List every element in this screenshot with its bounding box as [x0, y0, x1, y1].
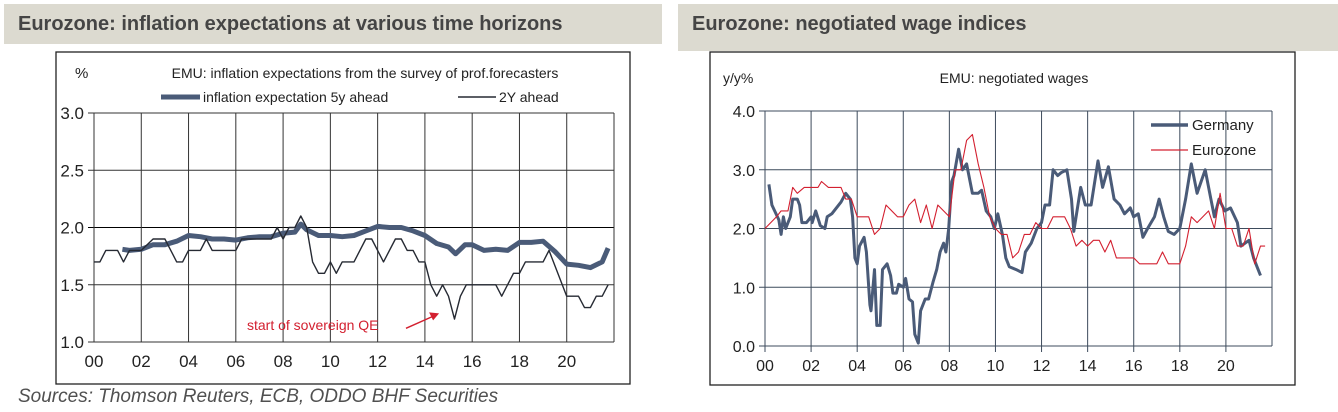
x-tick-label: 02 — [802, 358, 820, 375]
y-tick-label: 0.0 — [733, 339, 755, 356]
right-chart-title: EMU: negotiated wages — [940, 70, 1089, 86]
left-y-unit: % — [75, 65, 88, 82]
x-tick-label: 08 — [940, 358, 958, 375]
right-chart-frame — [709, 51, 1296, 386]
x-tick-label: 06 — [894, 358, 912, 375]
x-tick-label: 20 — [557, 352, 576, 371]
y-tick-label: 1.5 — [60, 276, 84, 295]
legend-label-germany: Germany — [1192, 117, 1254, 134]
right-y-unit: y/y% — [723, 70, 753, 86]
x-tick-label: 20 — [1217, 358, 1235, 375]
x-tick-label: 04 — [179, 352, 198, 371]
y-tick-label: 3.0 — [733, 163, 755, 180]
y-tick-label: 2.0 — [733, 222, 755, 239]
qe-arrow-shaft — [405, 314, 436, 329]
x-tick-label: 10 — [321, 352, 340, 371]
x-tick-label: 14 — [1079, 358, 1097, 375]
negotiated-wages-chart: 0.0 1.0 2.0 3.0 4.0 00 02 04 06 08 10 12 14 16 18 20 — [733, 104, 1273, 375]
qe-arrow-head — [429, 312, 440, 321]
series-line-germany — [767, 147, 1262, 345]
x-tick-label: 10 — [987, 358, 1005, 375]
legend-label-eurozone: Eurozone — [1192, 142, 1256, 159]
left-panel-title: Eurozone: inflation expectations at vari… — [4, 4, 662, 44]
inflation-expectations-chart: 1.0 1.5 2.0 2.5 3.0 00 02 04 06 08 10 12 14 16 18 20 — [60, 104, 615, 371]
series-line-2y-ahead — [94, 215, 609, 320]
y-tick-label: 1.0 — [60, 333, 84, 352]
x-tick-label: 00 — [85, 352, 104, 371]
x-tick-label: 00 — [756, 358, 774, 375]
y-tick-label: 4.0 — [733, 104, 755, 121]
x-tick-label: 12 — [368, 352, 387, 371]
sources-note: Sources: Thomson Reuters, ECB, ODDO BHF … — [18, 386, 499, 407]
x-tick-label: 18 — [510, 352, 529, 371]
x-tick-label: 18 — [1171, 358, 1189, 375]
x-tick-label: 12 — [1033, 358, 1051, 375]
x-tick-label: 08 — [274, 352, 293, 371]
x-tick-label: 06 — [226, 352, 245, 371]
y-tick-label: 3.0 — [60, 104, 84, 123]
left-chart-title: EMU: inflation expectations from the sur… — [172, 65, 559, 81]
y-tick-label: 1.0 — [733, 280, 755, 297]
qe-annotation: start of sovereign QE — [247, 317, 379, 333]
x-tick-label: 16 — [463, 352, 482, 371]
y-tick-label: 2.5 — [60, 161, 84, 180]
x-tick-label: 14 — [415, 352, 434, 371]
x-tick-label: 02 — [132, 352, 151, 371]
left-chart-frame — [55, 51, 631, 385]
x-tick-label: 16 — [1125, 358, 1143, 375]
x-tick-label: 04 — [848, 358, 866, 375]
right-panel-title: Eurozone: negotiated wage indices — [678, 4, 1338, 51]
y-tick-label: 2.0 — [60, 219, 84, 238]
series-line-inflation-expectation-5y-ahead — [122, 221, 611, 271]
legend-label-2y: 2Y ahead — [499, 89, 559, 105]
series-line-eurozone — [764, 133, 1266, 265]
legend-label-5y: inflation expectation 5y ahead — [203, 89, 388, 105]
